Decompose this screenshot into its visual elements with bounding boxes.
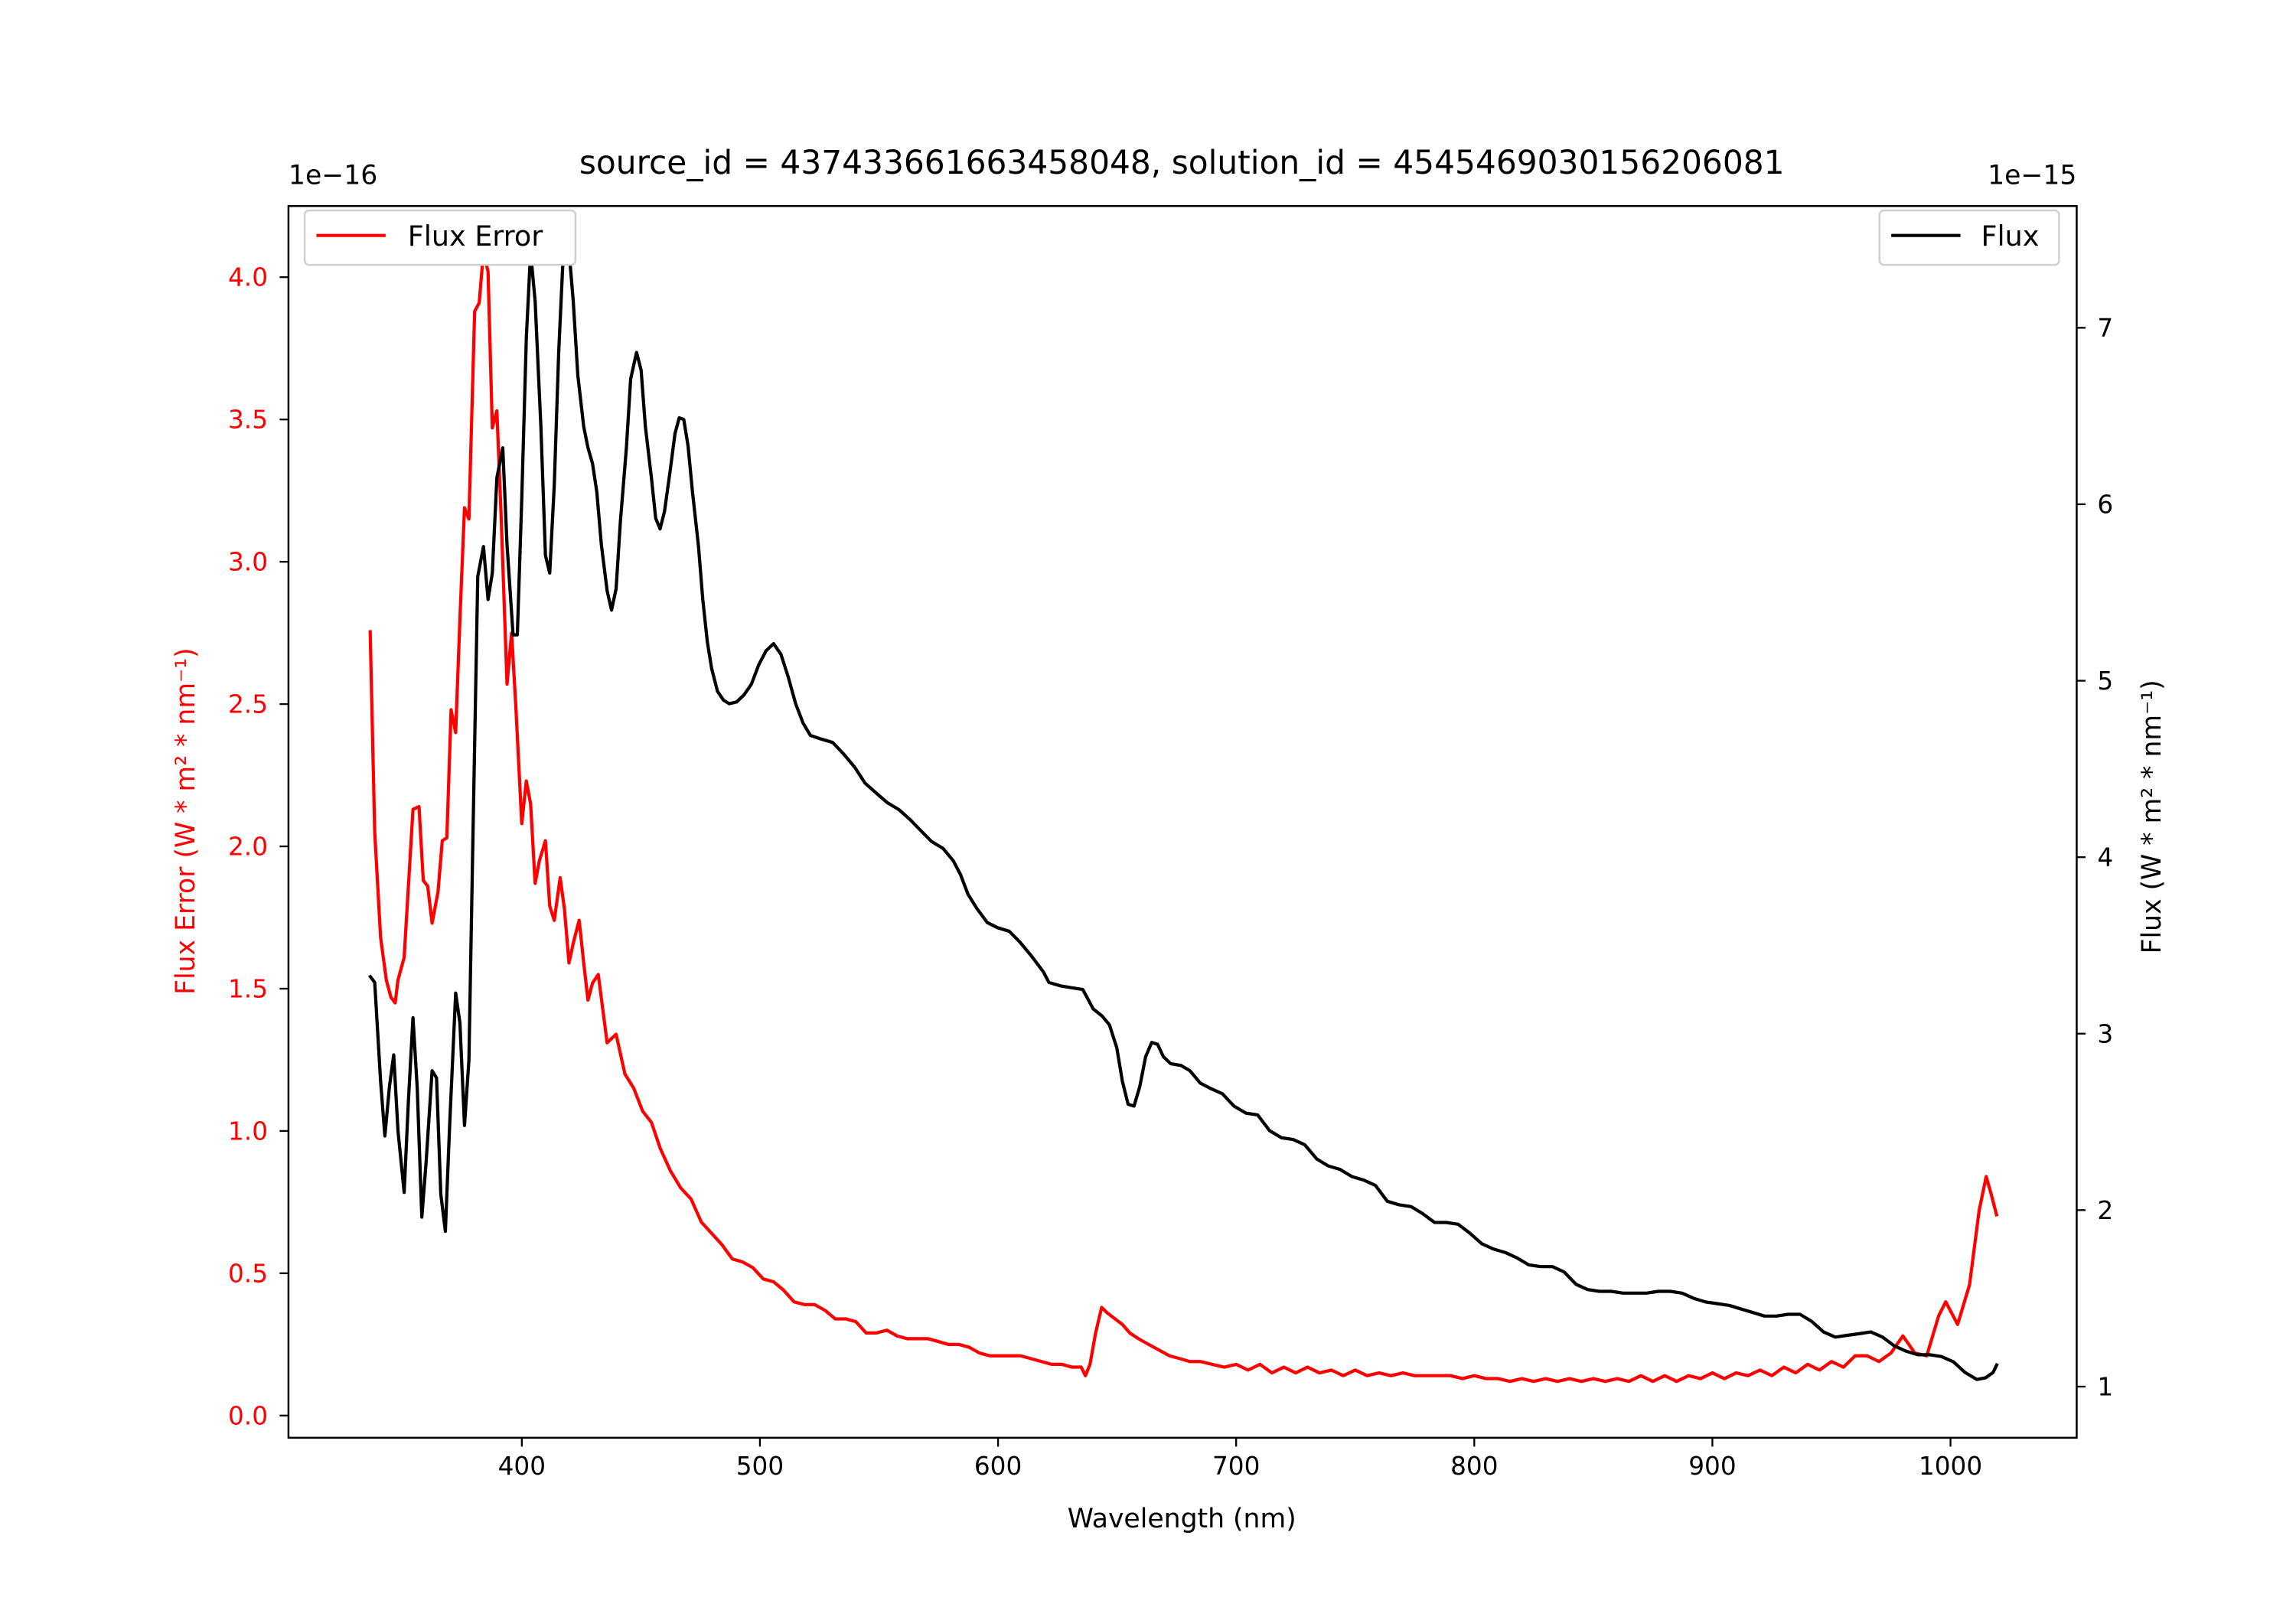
right-y-tick-label: 2 (2097, 1196, 2113, 1225)
series-line-flux (368, 248, 1999, 1381)
left-offset-text: 1e−16 (289, 160, 377, 191)
left-y-tick-label: 0.5 (228, 1259, 268, 1288)
x-tick-label: 400 (498, 1452, 546, 1481)
x-tick-label: 1000 (1919, 1452, 1982, 1481)
left-y-tick-label: 4.0 (228, 263, 268, 292)
right-y-tick-label: 4 (2097, 843, 2113, 872)
left-y-tick-label: 2.0 (228, 833, 268, 862)
left-y-tick-label: 3.5 (228, 406, 268, 435)
left-y-tick-label: 3.0 (228, 548, 268, 577)
left-y-tick-label: 0.0 (228, 1401, 268, 1430)
right-y-tick-label: 6 (2097, 490, 2113, 519)
legend-flux-error-label: Flux Error (408, 220, 544, 253)
x-tick-label: 900 (1688, 1452, 1736, 1481)
ticks-layer: 400 500 600 700 800 900 1000 0.0 0.5 1.0 1.5 2.0 2.5… (228, 263, 2113, 1481)
right-y-tick-label: 3 (2097, 1019, 2113, 1048)
left-y-tick-label: 1.5 (228, 975, 268, 1004)
right-y-tick-label: 1 (2097, 1373, 2113, 1402)
left-axis-label: Flux Error (W * m² * nm⁻¹) (171, 647, 201, 995)
x-axis-label: Wavelength (nm) (1068, 1504, 1296, 1534)
x-tick-label: 700 (1212, 1452, 1260, 1481)
legend-flux: Flux (1878, 209, 2060, 266)
right-y-tick-label: 5 (2097, 667, 2113, 696)
series-layer (368, 248, 1999, 1384)
x-tick-label: 800 (1450, 1452, 1498, 1481)
chart-title: source_id = 437433661663458048, solution… (579, 144, 1785, 181)
legend-flux-label: Flux (1981, 220, 2039, 253)
x-tick-label: 500 (736, 1452, 784, 1481)
x-tick-label: 600 (974, 1452, 1022, 1481)
right-offset-text: 1e−15 (1988, 160, 2076, 191)
plot-frame (287, 204, 2078, 1439)
right-y-tick-label: 7 (2097, 314, 2113, 343)
right-axis-label: Flux (W * m² * nm⁻¹) (2137, 680, 2167, 953)
left-y-tick-label: 1.0 (228, 1116, 268, 1146)
legend-flux-error: Flux Error (303, 209, 577, 266)
left-y-tick-label: 2.5 (228, 690, 268, 719)
series-line-flux-error (368, 249, 1999, 1384)
